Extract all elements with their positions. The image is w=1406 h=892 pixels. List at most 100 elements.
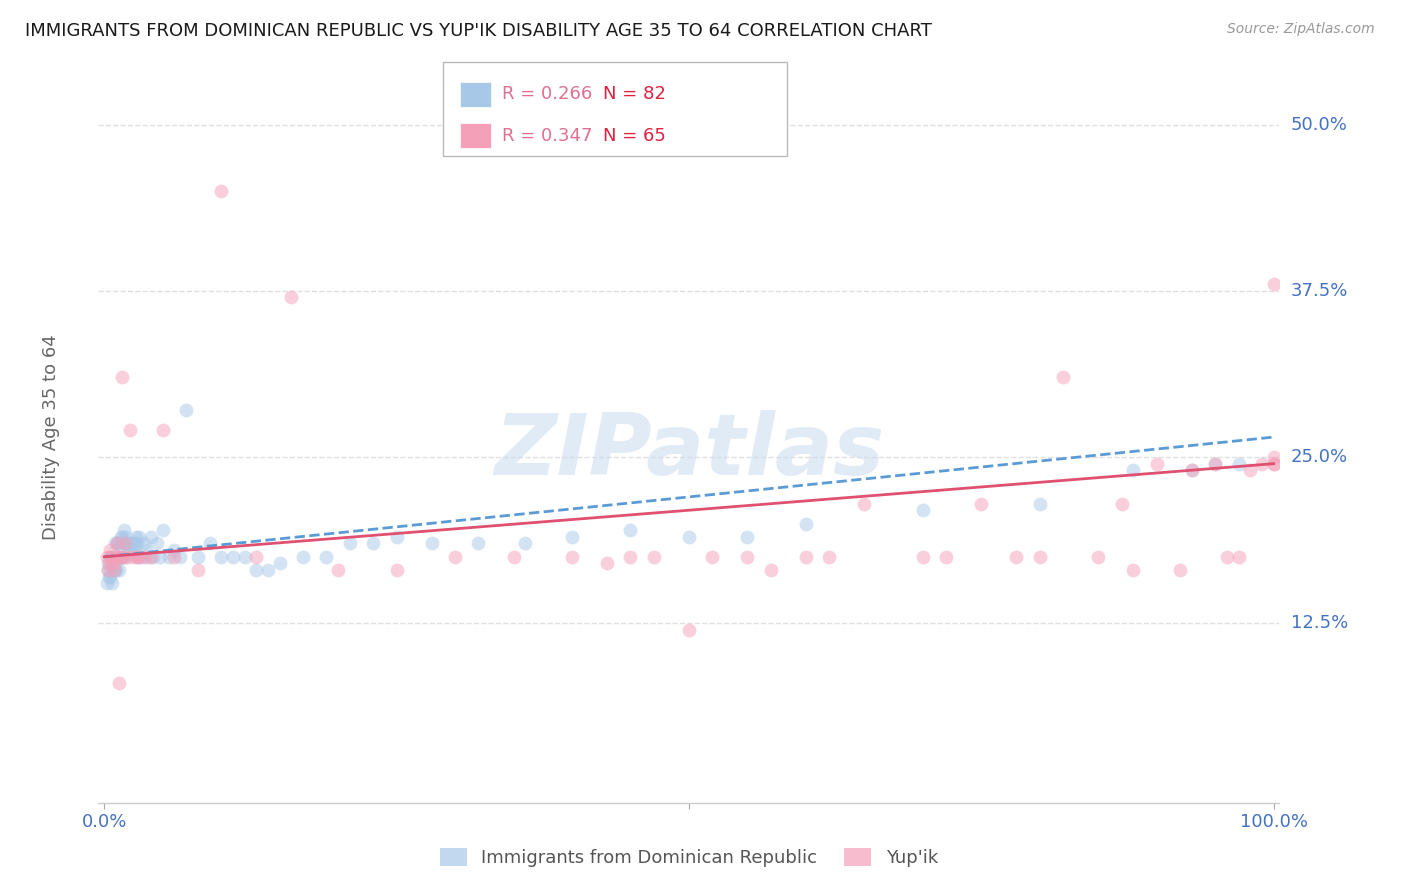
Point	[118, 424, 141, 438]
Point	[152, 424, 174, 438]
Point	[131, 549, 153, 564]
Point	[759, 563, 782, 577]
Point	[146, 536, 169, 550]
Point	[97, 563, 120, 577]
Point	[157, 549, 180, 564]
Point	[222, 549, 245, 564]
Point	[1227, 457, 1250, 471]
Point	[1216, 549, 1239, 564]
Point	[1204, 457, 1226, 471]
Point	[97, 570, 120, 584]
Point	[233, 549, 256, 564]
Point	[108, 563, 131, 577]
Point	[619, 549, 641, 564]
Point	[107, 549, 129, 564]
Text: 37.5%: 37.5%	[1291, 282, 1348, 300]
Point	[209, 184, 232, 198]
Text: N = 82: N = 82	[603, 86, 666, 103]
Point	[1005, 549, 1028, 564]
Point	[117, 549, 139, 564]
Point	[127, 549, 149, 564]
Point	[100, 549, 122, 564]
Point	[1263, 277, 1285, 292]
Point	[794, 516, 817, 531]
Point	[118, 536, 141, 550]
Point	[142, 549, 165, 564]
Point	[100, 563, 122, 577]
Point	[1181, 463, 1204, 477]
Point	[385, 563, 408, 577]
Point	[1122, 563, 1144, 577]
Point	[104, 549, 127, 564]
Point	[737, 530, 759, 544]
Point	[122, 543, 145, 558]
Point	[107, 536, 129, 550]
Point	[678, 530, 700, 544]
Point	[269, 557, 291, 571]
Point	[1227, 549, 1250, 564]
Point	[619, 523, 641, 537]
Point	[152, 523, 174, 537]
Point	[114, 536, 136, 550]
Point	[515, 536, 537, 550]
Text: 25.0%: 25.0%	[1291, 448, 1348, 466]
Point	[98, 543, 121, 558]
Point	[245, 549, 267, 564]
Point	[97, 563, 120, 577]
Text: Source: ZipAtlas.com: Source: ZipAtlas.com	[1227, 22, 1375, 37]
Point	[120, 543, 142, 558]
Point	[111, 549, 134, 564]
Point	[1181, 463, 1204, 477]
Point	[1052, 370, 1074, 384]
Point	[124, 536, 146, 550]
Point	[108, 549, 131, 564]
Point	[98, 570, 121, 584]
Point	[163, 549, 186, 564]
Legend: Immigrants from Dominican Republic, Yup'ik: Immigrants from Dominican Republic, Yup'…	[433, 840, 945, 874]
Point	[1204, 457, 1226, 471]
Point	[502, 549, 524, 564]
Point	[138, 549, 160, 564]
Point	[702, 549, 724, 564]
Point	[280, 290, 302, 304]
Text: IMMIGRANTS FROM DOMINICAN REPUBLIC VS YUP'IK DISABILITY AGE 35 TO 64 CORRELATION: IMMIGRANTS FROM DOMINICAN REPUBLIC VS YU…	[25, 22, 932, 40]
Point	[101, 557, 124, 571]
Point	[103, 563, 125, 577]
Point	[125, 536, 148, 550]
Point	[114, 549, 136, 564]
Point	[853, 497, 876, 511]
Point	[970, 497, 993, 511]
Point	[128, 530, 150, 544]
Point	[911, 549, 934, 564]
Point	[339, 536, 361, 550]
Point	[104, 563, 127, 577]
Point	[292, 549, 315, 564]
Point	[128, 549, 150, 564]
Point	[561, 530, 583, 544]
Point	[110, 530, 132, 544]
Text: 50.0%: 50.0%	[1291, 116, 1347, 134]
Point	[110, 536, 132, 550]
Point	[110, 549, 132, 564]
Point	[737, 549, 759, 564]
Point	[134, 549, 156, 564]
Point	[561, 549, 583, 564]
Point	[1087, 549, 1109, 564]
Point	[117, 536, 139, 550]
Point	[132, 536, 155, 550]
Point	[187, 563, 209, 577]
Point	[105, 549, 128, 564]
Text: ZIPatlas: ZIPatlas	[494, 410, 884, 493]
Point	[103, 563, 125, 577]
Point	[420, 536, 443, 550]
Point	[794, 549, 817, 564]
Point	[111, 536, 134, 550]
Text: 12.5%: 12.5%	[1291, 615, 1348, 632]
Point	[97, 557, 120, 571]
Point	[245, 563, 267, 577]
Point	[1239, 463, 1261, 477]
Point	[122, 549, 145, 564]
Point	[104, 536, 127, 550]
Point	[107, 549, 129, 564]
Point	[96, 549, 118, 564]
